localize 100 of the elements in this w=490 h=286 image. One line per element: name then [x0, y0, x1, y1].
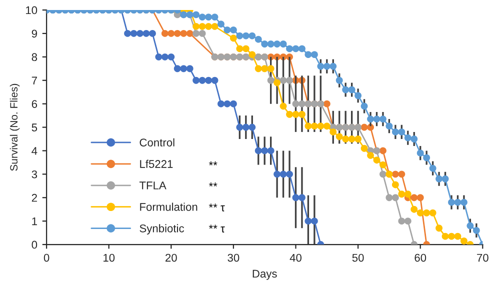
- y-axis-title: Survival (No. Flies): [10, 84, 20, 171]
- legend-label: Control: [140, 138, 174, 146]
- point: [454, 232, 462, 240]
- point: [410, 206, 418, 213]
- point: [392, 181, 399, 188]
- point: [280, 76, 287, 84]
- point: [323, 122, 330, 130]
- y-tick-label: 5: [32, 124, 38, 132]
- point: [124, 30, 132, 37]
- point: [310, 122, 318, 130]
- point: [460, 238, 468, 244]
- point: [186, 65, 194, 72]
- point: [261, 147, 268, 154]
- point: [161, 30, 168, 37]
- point: [416, 209, 424, 216]
- x-tick-label: 70: [477, 254, 488, 262]
- point: [267, 76, 274, 84]
- y-tick-label: 4: [32, 147, 38, 155]
- x-tick-label: 0: [44, 254, 50, 262]
- point: [429, 209, 436, 216]
- point: [168, 53, 175, 60]
- point: [404, 218, 412, 225]
- point: [198, 76, 206, 84]
- point: [130, 30, 138, 37]
- point: [224, 100, 231, 108]
- point: [161, 53, 168, 60]
- point: [410, 194, 418, 202]
- point: [242, 124, 250, 131]
- x-tick-label: 30: [228, 254, 240, 262]
- point: [423, 209, 430, 216]
- point: [192, 76, 200, 84]
- point: [398, 190, 406, 198]
- point: [298, 194, 306, 202]
- point: [136, 30, 144, 37]
- point: [298, 100, 306, 108]
- point: [267, 147, 274, 154]
- x-tick-label: 50: [352, 254, 364, 262]
- legend-label: Synbiotic: [140, 224, 184, 235]
- point: [261, 65, 268, 72]
- point: [142, 30, 150, 37]
- point: [373, 156, 380, 164]
- annotation: **: [208, 161, 218, 166]
- point: [242, 45, 250, 52]
- point: [379, 161, 386, 168]
- point: [248, 124, 256, 131]
- point: [148, 30, 156, 37]
- annotation: ** τ: [208, 204, 225, 212]
- point: [404, 190, 412, 198]
- point: [274, 79, 281, 86]
- point: [198, 30, 206, 37]
- x-tick-label: 40: [290, 254, 302, 262]
- point: [286, 170, 293, 178]
- point: [155, 53, 162, 60]
- x-tick-label: 20: [166, 254, 177, 262]
- point: [211, 76, 218, 84]
- point: [267, 65, 274, 72]
- point: [367, 152, 374, 159]
- point: [448, 232, 455, 240]
- point: [236, 124, 244, 131]
- point: [230, 34, 237, 42]
- point: [342, 136, 350, 142]
- point: [254, 65, 262, 72]
- y-tick-label: 0: [32, 240, 38, 249]
- point: [180, 30, 188, 37]
- point: [174, 30, 181, 37]
- point: [198, 22, 206, 30]
- point: [192, 30, 200, 37]
- x-tick-label: 60: [414, 254, 426, 262]
- x-tick-label: 10: [104, 254, 115, 262]
- point: [304, 122, 312, 130]
- point: [286, 110, 293, 118]
- point: [211, 22, 218, 30]
- point: [392, 194, 399, 202]
- point: [398, 218, 406, 225]
- point: [218, 100, 224, 108]
- point: [186, 30, 194, 37]
- point: [442, 232, 449, 240]
- y-tick-label: 9: [32, 30, 37, 38]
- y-tick-label: 2: [32, 194, 37, 202]
- y-tick-label: 6: [32, 100, 38, 108]
- point: [354, 136, 362, 142]
- point: [392, 170, 399, 178]
- point: [379, 170, 386, 178]
- point: [323, 100, 330, 108]
- legend-label: Formulation: [140, 202, 198, 211]
- point: [292, 110, 300, 118]
- point: [298, 110, 306, 118]
- point: [205, 22, 212, 30]
- annotation: **: [208, 182, 218, 186]
- legend-label: TFLA: [139, 182, 166, 190]
- point: [436, 224, 443, 232]
- point: [236, 45, 244, 52]
- point: [274, 170, 281, 178]
- point: [292, 100, 300, 108]
- x-axis-title: Days: [252, 270, 277, 280]
- y-tick-label: 1: [32, 217, 37, 226]
- point: [205, 76, 212, 84]
- point: [336, 133, 343, 140]
- point: [230, 100, 237, 108]
- point: [304, 218, 312, 225]
